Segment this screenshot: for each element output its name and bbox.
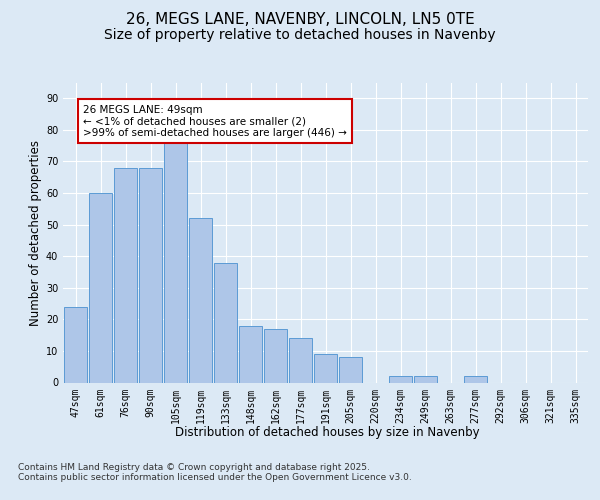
Text: Size of property relative to detached houses in Navenby: Size of property relative to detached ho…	[104, 28, 496, 42]
Bar	[188, 218, 212, 382]
Bar	[464, 376, 487, 382]
Text: Contains HM Land Registry data © Crown copyright and database right 2025.
Contai: Contains HM Land Registry data © Crown c…	[18, 462, 412, 482]
Bar	[239, 326, 262, 382]
Bar	[413, 376, 437, 382]
Bar	[289, 338, 313, 382]
Bar	[314, 354, 337, 382]
Y-axis label: Number of detached properties: Number of detached properties	[29, 140, 41, 326]
Bar	[263, 329, 287, 382]
Bar	[164, 140, 187, 382]
Text: 26, MEGS LANE, NAVENBY, LINCOLN, LN5 0TE: 26, MEGS LANE, NAVENBY, LINCOLN, LN5 0TE	[125, 12, 475, 28]
Bar	[113, 168, 137, 382]
Text: 26 MEGS LANE: 49sqm
← <1% of detached houses are smaller (2)
>99% of semi-detach: 26 MEGS LANE: 49sqm ← <1% of detached ho…	[83, 104, 347, 138]
Bar	[389, 376, 412, 382]
Bar	[338, 357, 362, 382]
Bar	[139, 168, 163, 382]
Bar	[214, 262, 238, 382]
Text: Distribution of detached houses by size in Navenby: Distribution of detached houses by size …	[175, 426, 479, 439]
Bar	[64, 306, 88, 382]
Bar	[89, 193, 112, 382]
